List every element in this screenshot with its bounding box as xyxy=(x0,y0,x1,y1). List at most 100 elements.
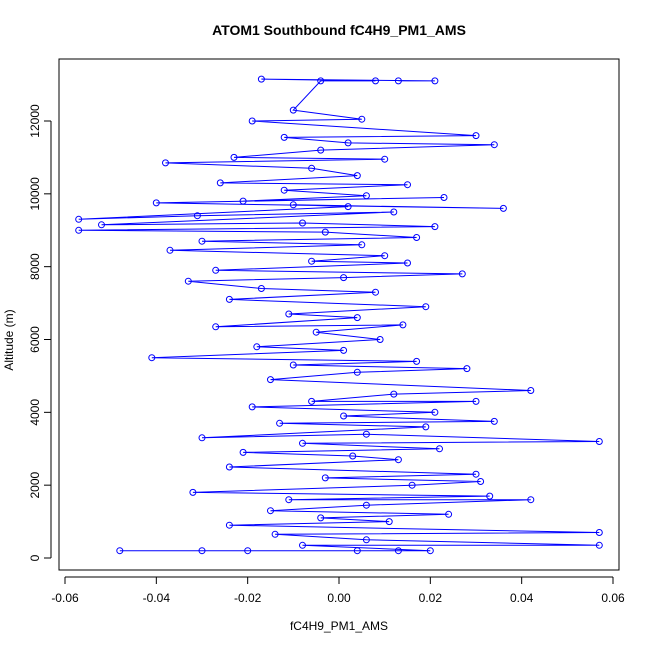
series-line xyxy=(78,78,600,552)
data-point xyxy=(358,241,366,249)
y-tick-label: 4000 xyxy=(28,399,42,426)
data-point xyxy=(431,408,439,416)
data-point xyxy=(440,194,448,201)
data-point xyxy=(595,541,603,549)
data-point xyxy=(308,397,316,405)
data-point xyxy=(75,226,83,234)
data-point xyxy=(399,321,407,329)
data-point xyxy=(230,153,238,161)
data-point xyxy=(404,259,411,267)
data-point xyxy=(340,346,348,354)
data-point xyxy=(362,501,370,509)
y-axis-label: Altitude (m) xyxy=(2,309,16,370)
data-point xyxy=(225,521,233,529)
y-tick-label: 2000 xyxy=(28,471,42,498)
data-point xyxy=(321,228,329,236)
data-point xyxy=(408,481,416,489)
data-point xyxy=(413,357,421,365)
data-point xyxy=(152,199,160,207)
data-point xyxy=(225,295,233,303)
data-point xyxy=(289,201,297,209)
data-point xyxy=(267,507,274,515)
data-point xyxy=(116,547,124,555)
data-point xyxy=(276,419,284,427)
data-point xyxy=(426,547,434,555)
data-point xyxy=(289,106,297,114)
data-point xyxy=(244,547,252,555)
data-point xyxy=(394,77,402,85)
data-point xyxy=(353,547,361,555)
data-point xyxy=(445,510,453,518)
data-point xyxy=(390,208,398,216)
x-tick-label: -0.04 xyxy=(143,591,171,605)
data-point xyxy=(253,343,261,351)
data-point xyxy=(198,547,206,555)
data-point xyxy=(463,365,471,373)
data-point xyxy=(422,303,430,311)
data-point xyxy=(385,518,393,526)
data-point xyxy=(353,314,361,322)
data-point xyxy=(280,133,288,141)
data-point xyxy=(239,197,247,205)
data-point xyxy=(267,376,274,384)
data-point xyxy=(362,192,370,200)
data-point xyxy=(349,452,357,460)
data-point xyxy=(527,496,535,504)
data-point xyxy=(376,336,384,343)
data-point xyxy=(98,221,105,229)
data-point xyxy=(162,159,169,167)
x-tick-label: 0.02 xyxy=(419,591,443,605)
y-axis: 0 2000 4000 6000 8000 10000 12000 xyxy=(28,104,52,561)
data-point xyxy=(289,361,297,369)
x-tick-label: 0.04 xyxy=(510,591,534,605)
y-tick-label: 10000 xyxy=(28,177,42,211)
data-point xyxy=(381,252,389,260)
data-point xyxy=(340,412,348,420)
data-point xyxy=(308,164,316,172)
data-point xyxy=(193,212,201,220)
data-point xyxy=(216,179,224,187)
x-axis-label: fC4H9_PM1_AMS xyxy=(290,619,388,633)
data-point xyxy=(527,387,535,394)
data-point xyxy=(75,215,83,223)
data-point xyxy=(486,492,494,500)
data-point xyxy=(299,439,306,447)
data-point xyxy=(472,132,480,140)
data-point xyxy=(472,397,480,405)
x-tick-label: -0.06 xyxy=(51,591,79,605)
data-point xyxy=(472,470,480,478)
data-point xyxy=(358,115,366,123)
y-tick-label: 6000 xyxy=(28,326,42,353)
data-point xyxy=(285,496,293,504)
data-point xyxy=(353,368,361,376)
data-point xyxy=(299,219,306,227)
data-point xyxy=(390,390,398,398)
data-point xyxy=(212,323,220,331)
data-layer xyxy=(75,75,603,555)
data-point xyxy=(372,77,379,85)
data-point xyxy=(299,541,306,549)
data-point xyxy=(317,514,325,522)
y-tick-label: 8000 xyxy=(28,253,42,280)
data-point xyxy=(312,328,320,336)
data-point xyxy=(340,274,348,282)
x-axis: -0.06 -0.04 -0.02 0.00 0.02 0.04 0.06 xyxy=(51,576,625,605)
data-point xyxy=(458,270,466,278)
data-point xyxy=(490,141,498,149)
data-point xyxy=(280,186,288,194)
data-point xyxy=(595,529,603,536)
chart-title: ATOM1 Southbound fC4H9_PM1_AMS xyxy=(212,22,466,38)
data-point xyxy=(413,234,421,241)
data-point xyxy=(436,445,443,453)
data-point xyxy=(239,448,247,456)
data-point xyxy=(317,77,325,85)
x-tick-label: 0.06 xyxy=(601,591,625,605)
data-point xyxy=(166,246,174,254)
data-point xyxy=(381,155,389,163)
data-point xyxy=(317,146,325,154)
data-point xyxy=(595,438,603,445)
data-point xyxy=(344,203,352,211)
data-point xyxy=(431,77,439,85)
data-point xyxy=(490,417,498,425)
